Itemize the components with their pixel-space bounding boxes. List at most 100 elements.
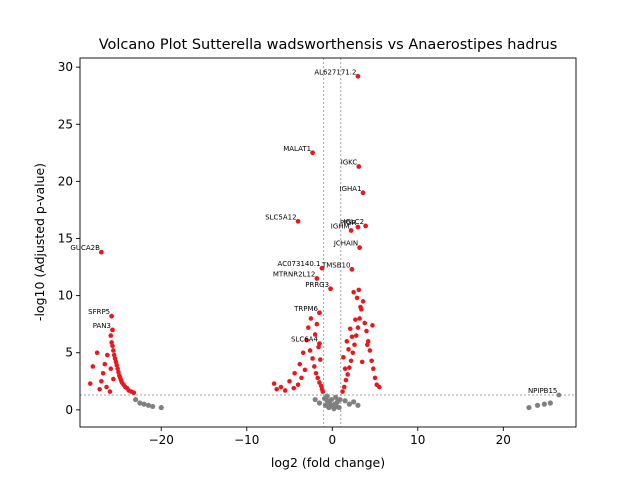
significant-point-79 [367,348,373,353]
significant-point-67 [352,342,357,348]
significant-point-82 [372,375,378,381]
y-tick-label-4: 20 [58,174,73,188]
significant-point-24 [107,389,113,394]
nonsignificant-point-29 [541,401,547,407]
significant-point-35 [313,371,319,376]
significant-point-94 [359,359,365,365]
annotation-label-3: IGHA1 [340,185,362,193]
significant-point-29 [90,364,96,369]
significant-point-81 [371,366,376,372]
labeled-point-11 [349,266,355,272]
significant-point-30 [97,387,102,392]
significant-point-85 [342,366,348,372]
significant-point-34 [312,364,317,369]
annotation-label-18: NPIPB15 [528,387,557,395]
labeled-point-9 [98,249,104,255]
nonsignificant-point-16 [351,399,357,405]
significant-point-95 [370,323,375,328]
nonsignificant-point-22 [137,400,143,406]
chart-title: Volcano Plot Sutterella wadsworthensis v… [99,37,558,53]
labeled-point-3 [360,190,366,196]
significant-point-57 [271,381,277,386]
significant-point-59 [314,321,320,327]
significant-point-91 [347,326,353,332]
x-axis: −20 −10 0 10 20 [149,427,511,447]
significant-point-64 [347,365,352,370]
nonsignificant-point-6 [337,396,343,403]
nonsignificant-point-21 [132,396,139,403]
nonsignificant-point-28 [534,402,541,408]
annotation-label-10: AC073140.1 [278,260,321,268]
annotation-label-14: SFRP5 [88,308,110,316]
significant-point-66 [350,350,356,356]
annotation-label-4: SLC5A12 [265,213,296,221]
y-tick-label-6: 30 [58,60,73,74]
x-tick-label-2: 0 [328,433,336,447]
significant-point-26 [108,366,114,372]
labeled-point-2 [356,164,362,169]
y-tick-label-0: 0 [65,403,73,417]
significant-point-56 [292,371,297,376]
significant-point-23 [104,384,109,390]
nonsignificant-point-23 [141,401,147,407]
significant-point-21 [100,371,106,376]
significant-point-62 [343,377,349,383]
significant-point-37 [317,380,322,385]
annotation-label-8: JCHAIN [333,240,358,248]
significant-point-93 [365,342,370,348]
labeled-point-14 [109,313,115,319]
nonsignificant-point-11 [336,404,342,411]
significant-point-84 [377,384,382,390]
labeled-point-13 [328,286,333,292]
significant-point-68 [353,333,359,338]
significant-points [87,287,382,396]
significant-point-19 [131,390,137,396]
significant-point-69 [355,325,361,330]
plot-frame [79,57,577,428]
labeled-point-10 [319,265,325,271]
significant-point-60 [340,389,345,394]
nonsignificant-point-12 [316,400,323,406]
nonsignificant-point-8 [326,404,332,411]
significant-point-76 [362,320,368,326]
significant-point-22 [99,379,104,384]
significant-point-50 [306,325,311,330]
significant-point-54 [318,357,323,362]
significant-point-75 [358,304,363,310]
significant-point-25 [111,376,116,382]
significant-point-28 [94,350,100,356]
significant-point-52 [312,332,318,337]
annotation-label-15: PAN3 [93,322,111,330]
nonsignificant-point-26 [158,404,164,411]
significant-point-65 [348,358,354,364]
labeled-point-6 [348,228,354,233]
significant-point-43 [295,382,301,388]
significant-point-41 [302,367,308,373]
significant-point-48 [274,387,279,392]
labeled-point-16 [317,310,322,316]
significant-point-63 [345,372,350,377]
significant-point-92 [354,295,360,301]
significant-point-73 [351,289,356,295]
significant-point-42 [299,375,304,381]
significant-point-72 [360,299,366,304]
significant-point-86 [346,347,351,352]
nonsignificant-point-18 [328,396,335,403]
significant-point-36 [315,375,321,381]
annotation-label-9: GUCA2B [70,244,100,252]
labeled-point-4 [295,218,301,224]
nonsignificant-points [132,393,553,412]
significant-point-74 [356,287,362,293]
y-tick-label-5: 25 [58,117,73,131]
nonsignificant-point-24 [145,402,152,408]
labeled-point-7 [363,223,369,229]
significant-point-87 [349,334,355,340]
annotation-label-5: PIGR [340,219,357,227]
annotation-label-0: AL627171.2 [314,68,356,76]
annotation-label-2: IGKC [341,159,358,167]
significant-point-77 [364,328,369,334]
labeled-point-5 [355,224,361,230]
significant-point-45 [287,379,292,384]
significant-point-32 [307,348,313,353]
nonsignificant-point-25 [150,403,156,410]
